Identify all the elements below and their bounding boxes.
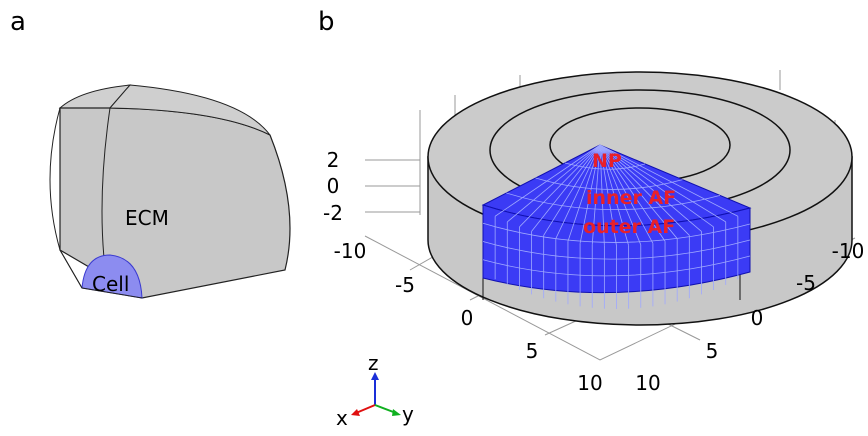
region-label: NP	[592, 150, 622, 172]
tick-label: 5	[706, 339, 719, 363]
tick-label: -10	[832, 239, 865, 263]
tick-label: -5	[395, 273, 415, 297]
tick-label: 10	[635, 371, 660, 395]
tick-label: 10	[577, 371, 602, 395]
region-label: Cell	[92, 272, 129, 296]
panel-label: a	[10, 7, 26, 37]
region-label: outer AF	[583, 216, 675, 238]
tick-label: -2	[323, 201, 343, 225]
axis-triad: z x y	[336, 351, 414, 430]
triad-label: x	[336, 406, 348, 430]
region-label: ECM	[125, 206, 169, 230]
tick-label: 0	[751, 306, 764, 330]
triad-label: z	[368, 351, 379, 375]
tick-label: -10	[334, 239, 367, 263]
triad-label: y	[402, 402, 414, 426]
figure: a ECM Cell b NP inner AF outer AF 20-2-1…	[0, 0, 868, 432]
region-label: inner AF	[586, 187, 676, 209]
tick-label: 0	[327, 174, 340, 198]
tick-label: 2	[327, 148, 340, 172]
tick-label: 5	[526, 339, 539, 363]
tick-label: -5	[796, 271, 816, 295]
tick-label: 0	[461, 306, 474, 330]
panel-label: b	[318, 7, 335, 37]
